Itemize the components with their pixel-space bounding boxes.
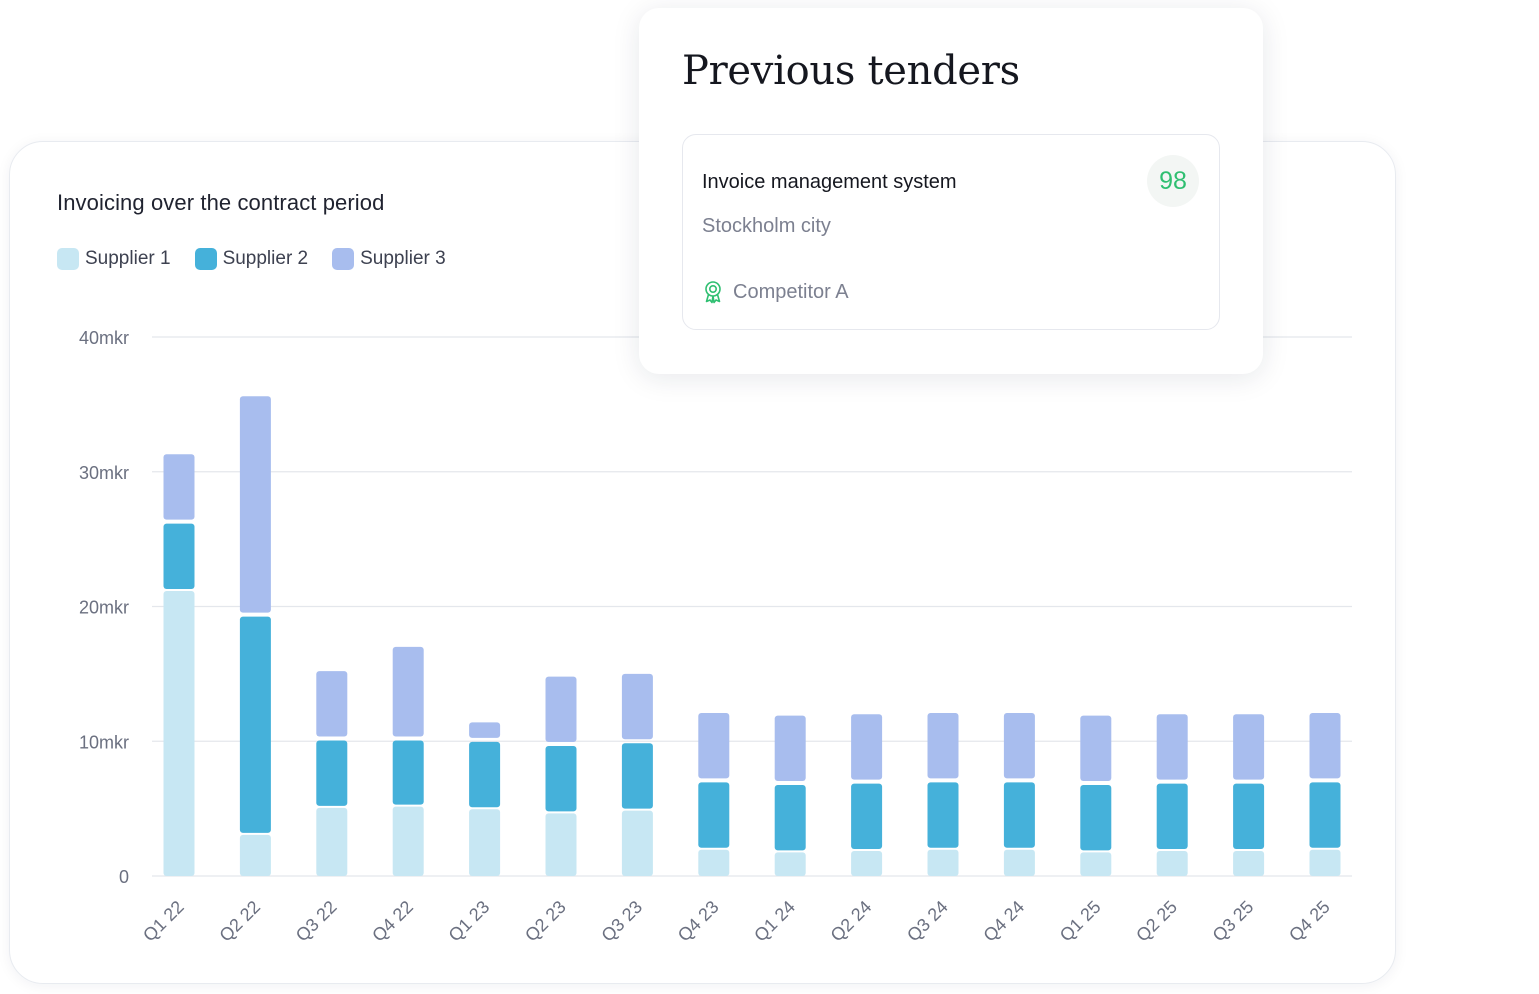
y-tick-label: 30mkr (79, 463, 129, 483)
x-tick-label: Q3 24 (903, 897, 952, 946)
chart-legend: Supplier 1 Supplier 2 Supplier 3 (57, 248, 470, 270)
tender-item[interactable]: Invoice management system Stockholm city… (682, 134, 1220, 330)
y-tick-label: 20mkr (79, 598, 129, 618)
bar-segment-supplier-1[interactable] (1080, 852, 1112, 876)
bar-segment-supplier-2[interactable] (545, 745, 577, 812)
bar-segment-supplier-1[interactable] (392, 806, 424, 876)
x-tick-label: Q1 24 (750, 897, 799, 946)
legend-item-supplier-3[interactable]: Supplier 3 (332, 248, 446, 270)
bar-segment-supplier-3[interactable] (469, 722, 501, 738)
x-tick-label: Q3 25 (1209, 897, 1258, 946)
bar-segment-supplier-1[interactable] (698, 849, 730, 876)
bar-segment-supplier-3[interactable] (239, 396, 271, 613)
tender-organization: Stockholm city (702, 215, 831, 237)
bar-segment-supplier-2[interactable] (239, 616, 271, 833)
bar-segment-supplier-1[interactable] (927, 849, 959, 876)
bar-segment-supplier-2[interactable] (774, 785, 806, 851)
bar-segment-supplier-3[interactable] (1233, 714, 1265, 780)
bar-segment-supplier-1[interactable] (1233, 851, 1265, 876)
bar-segment-supplier-2[interactable] (927, 782, 959, 848)
bar-segment-supplier-1[interactable] (851, 851, 883, 876)
tender-name: Invoice management system (702, 171, 957, 193)
y-tick-label: 0 (119, 867, 129, 887)
x-tick-label: Q4 24 (979, 897, 1028, 946)
legend-label-supplier-3: Supplier 3 (360, 248, 446, 269)
previous-tenders-card: Previous tenders Invoice management syst… (639, 8, 1263, 374)
bar-segment-supplier-2[interactable] (469, 741, 501, 808)
bar-segment-supplier-3[interactable] (1309, 712, 1341, 779)
y-tick-label: 10mkr (79, 732, 129, 752)
bar-segment-supplier-3[interactable] (1003, 712, 1035, 779)
bar-segment-supplier-3[interactable] (774, 715, 806, 782)
bar-segment-supplier-1[interactable] (316, 807, 348, 876)
previous-tenders-heading: Previous tenders (682, 48, 1020, 94)
tender-winner-name: Competitor A (733, 280, 849, 303)
bar-segment-supplier-1[interactable] (774, 852, 806, 876)
score-badge: 98 (1147, 155, 1199, 207)
bar-segment-supplier-2[interactable] (851, 783, 883, 850)
tender-winner: Competitor A (702, 280, 849, 304)
bar-segment-supplier-3[interactable] (392, 646, 424, 737)
x-tick-label: Q1 25 (1056, 897, 1105, 946)
bar-segment-supplier-2[interactable] (698, 782, 730, 848)
bar-segment-supplier-2[interactable] (1156, 783, 1188, 850)
x-tick-label: Q3 22 (292, 897, 341, 946)
legend-swatch-supplier-1 (57, 248, 79, 270)
legend-swatch-supplier-3 (332, 248, 355, 270)
bar-segment-supplier-1[interactable] (1003, 849, 1035, 876)
bar-segment-supplier-2[interactable] (621, 743, 653, 809)
x-tick-label: Q1 23 (445, 897, 494, 946)
bar-segment-supplier-3[interactable] (316, 671, 348, 737)
bar-segment-supplier-1[interactable] (545, 813, 577, 876)
bar-segment-supplier-1[interactable] (1156, 851, 1188, 876)
bar-chart: 0 10mkr 20mkr 30mkr 40mkr Q1 22 Q2 22 Q3 22 Q4 2… (79, 328, 1352, 946)
legend-item-supplier-2[interactable]: Supplier 2 (194, 248, 309, 270)
award-ribbon-icon (705, 281, 721, 304)
bar-segment-supplier-1[interactable] (469, 809, 501, 876)
bar-segment-supplier-1[interactable] (1309, 849, 1341, 876)
x-tick-label: Q2 23 (521, 897, 570, 946)
bar-segment-supplier-3[interactable] (1080, 715, 1112, 782)
bar-segment-supplier-1[interactable] (163, 590, 195, 876)
bar-segment-supplier-3[interactable] (698, 712, 730, 779)
bar-segment-supplier-2[interactable] (1080, 785, 1112, 851)
legend-item-supplier-1[interactable]: Supplier 1 (57, 248, 171, 270)
bar-segment-supplier-3[interactable] (1156, 714, 1188, 780)
bar-segment-supplier-3[interactable] (851, 714, 883, 780)
bar-segment-supplier-3[interactable] (545, 676, 577, 742)
legend-label-supplier-2: Supplier 2 (222, 248, 309, 269)
x-tick-label: Q2 22 (215, 897, 264, 946)
bar-segment-supplier-1[interactable] (621, 810, 653, 876)
x-tick-label: Q2 25 (1132, 897, 1181, 946)
bar-segment-supplier-2[interactable] (1309, 782, 1341, 848)
chart-title: Invoicing over the contract period (57, 190, 385, 215)
x-tick-label: Q4 23 (674, 897, 723, 946)
x-tick-label: Q1 22 (139, 897, 188, 946)
bar-segment-supplier-3[interactable] (163, 454, 195, 520)
legend-label-supplier-1: Supplier 1 (85, 248, 171, 269)
bar-segment-supplier-3[interactable] (927, 712, 959, 779)
bar-segment-supplier-2[interactable] (316, 740, 348, 806)
x-tick-label: Q4 25 (1285, 897, 1334, 946)
bar-segment-supplier-2[interactable] (1003, 782, 1035, 848)
y-tick-label: 40mkr (79, 328, 129, 348)
bar-segment-supplier-2[interactable] (1233, 783, 1265, 850)
x-tick-label: Q4 22 (368, 897, 417, 946)
bar-segment-supplier-3[interactable] (621, 673, 653, 740)
bar-segment-supplier-2[interactable] (392, 740, 424, 805)
bar-segment-supplier-2[interactable] (163, 523, 195, 589)
legend-swatch-supplier-2 (194, 248, 217, 270)
bar-segment-supplier-1[interactable] (239, 834, 271, 876)
x-tick-label: Q2 24 (827, 897, 876, 946)
x-tick-label: Q3 23 (597, 897, 646, 946)
